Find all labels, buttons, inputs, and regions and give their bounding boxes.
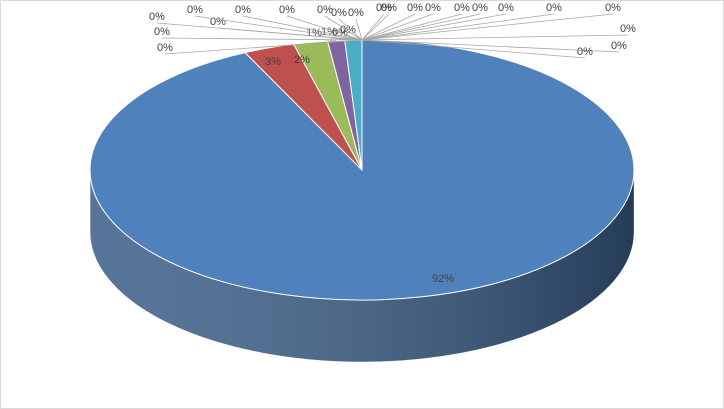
- data-label: 0%: [498, 2, 514, 14]
- leader-line: [361, 39, 586, 59]
- data-label: 0%: [210, 16, 226, 28]
- data-label: 0%: [187, 4, 203, 16]
- data-label: 2%: [294, 54, 310, 66]
- data-label: 0%: [235, 4, 251, 16]
- data-label: 0%: [340, 24, 356, 36]
- leader-line: [361, 13, 385, 41]
- leader-line: [361, 34, 629, 41]
- data-label: 0%: [546, 2, 562, 14]
- leader-line: [242, 15, 363, 41]
- data-label: 0%: [472, 2, 488, 14]
- data-label: 0%: [348, 7, 364, 19]
- data-label: 0%: [577, 46, 593, 58]
- data-label: 0%: [157, 42, 173, 54]
- leader-line: [194, 15, 363, 41]
- leader-line: [324, 15, 363, 41]
- data-label: 0%: [425, 2, 441, 14]
- data-label: 3%: [265, 56, 281, 68]
- data-label: 0%: [279, 4, 295, 16]
- data-label: 0%: [611, 40, 627, 52]
- pie-side-shade: [90, 170, 634, 362]
- data-label: 0%: [149, 11, 165, 23]
- leader-line: [164, 39, 363, 55]
- leader-line: [361, 13, 481, 41]
- data-label: 0%: [317, 4, 333, 16]
- data-label: 0%: [331, 7, 347, 19]
- leader-line: [156, 22, 363, 41]
- data-label: 92%: [432, 273, 454, 285]
- leader-line: [361, 39, 620, 53]
- data-label: 0%: [454, 2, 470, 14]
- data-label: 0%: [407, 2, 423, 14]
- data-label: 0%: [605, 2, 621, 14]
- data-label: 0%: [154, 26, 170, 38]
- leader-line: [361, 13, 416, 41]
- leader-line: [355, 18, 363, 41]
- leader-line: [361, 13, 434, 41]
- leader-line: [361, 13, 614, 41]
- leader-line: [361, 13, 390, 41]
- leader-line: [338, 18, 363, 41]
- leader-line: [286, 15, 363, 41]
- data-label: 0%: [620, 23, 636, 35]
- leader-line: [361, 13, 507, 41]
- leader-line: [361, 13, 555, 41]
- data-label: 0%: [381, 2, 397, 14]
- leader-line: [361, 13, 463, 41]
- leader-line: [161, 37, 363, 41]
- data-label: 0%: [376, 2, 392, 14]
